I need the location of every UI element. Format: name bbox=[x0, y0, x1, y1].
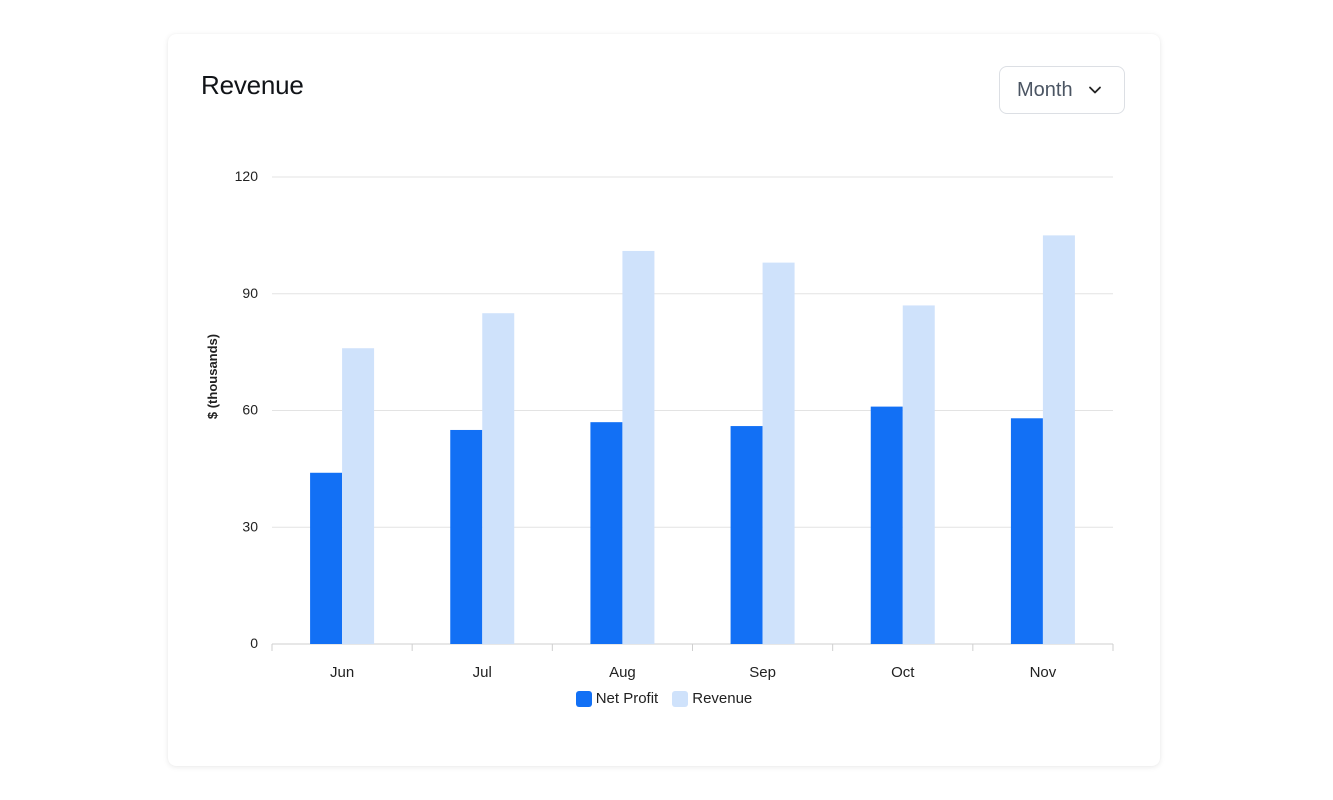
y-tick-label: 30 bbox=[242, 518, 258, 534]
legend-item-revenue[interactable]: Revenue bbox=[672, 690, 752, 707]
bar-revenue-jun bbox=[342, 348, 375, 644]
bar-net-profit-jul bbox=[450, 429, 483, 644]
y-tick-label: 0 bbox=[250, 635, 258, 651]
chart-legend: Net Profit Revenue bbox=[168, 690, 1160, 707]
bar-revenue-jul bbox=[482, 313, 515, 644]
bar-net-profit-aug bbox=[590, 422, 623, 644]
bar-chart: 0 30 60 90 120 $ (thousands) Jun Jul Aug Sep Oct No… bbox=[205, 168, 1114, 681]
bar-net-profit-oct bbox=[870, 406, 903, 644]
bar-revenue-oct bbox=[902, 305, 935, 644]
x-tick-label: Sep bbox=[749, 664, 776, 681]
y-axis-title: $ (thousands) bbox=[205, 334, 220, 419]
y-tick-label: 120 bbox=[235, 168, 259, 184]
bar-net-profit-jun bbox=[310, 472, 343, 644]
card-title: Revenue bbox=[201, 70, 304, 100]
legend-swatch bbox=[672, 690, 689, 707]
legend-item-net-profit[interactable]: Net Profit bbox=[575, 690, 659, 707]
bar-revenue-aug bbox=[622, 250, 655, 645]
revenue-card: Revenue Month 0 30 60 90 120 $ (thousands) Jun… bbox=[168, 34, 1160, 766]
legend-label: Revenue bbox=[692, 690, 753, 707]
x-tick-label: Oct bbox=[891, 664, 915, 681]
bar-revenue-sep bbox=[762, 262, 795, 644]
x-tick-label: Nov bbox=[1030, 664, 1057, 681]
x-tick-label: Aug bbox=[609, 664, 636, 681]
y-tick-label: 90 bbox=[242, 285, 258, 301]
period-select[interactable]: Month bbox=[999, 66, 1125, 114]
legend-swatch bbox=[575, 690, 592, 707]
bar-revenue-nov bbox=[1042, 235, 1075, 644]
period-select-value: Month bbox=[1017, 78, 1073, 101]
bar-net-profit-nov bbox=[1010, 418, 1043, 644]
x-tick-label: Jul bbox=[473, 664, 492, 681]
x-tick-label: Jun bbox=[330, 664, 354, 681]
y-tick-label: 60 bbox=[242, 402, 258, 418]
bar-net-profit-sep bbox=[730, 426, 763, 644]
legend-label: Net Profit bbox=[595, 690, 659, 707]
chevron-down-icon bbox=[1088, 86, 1101, 94]
